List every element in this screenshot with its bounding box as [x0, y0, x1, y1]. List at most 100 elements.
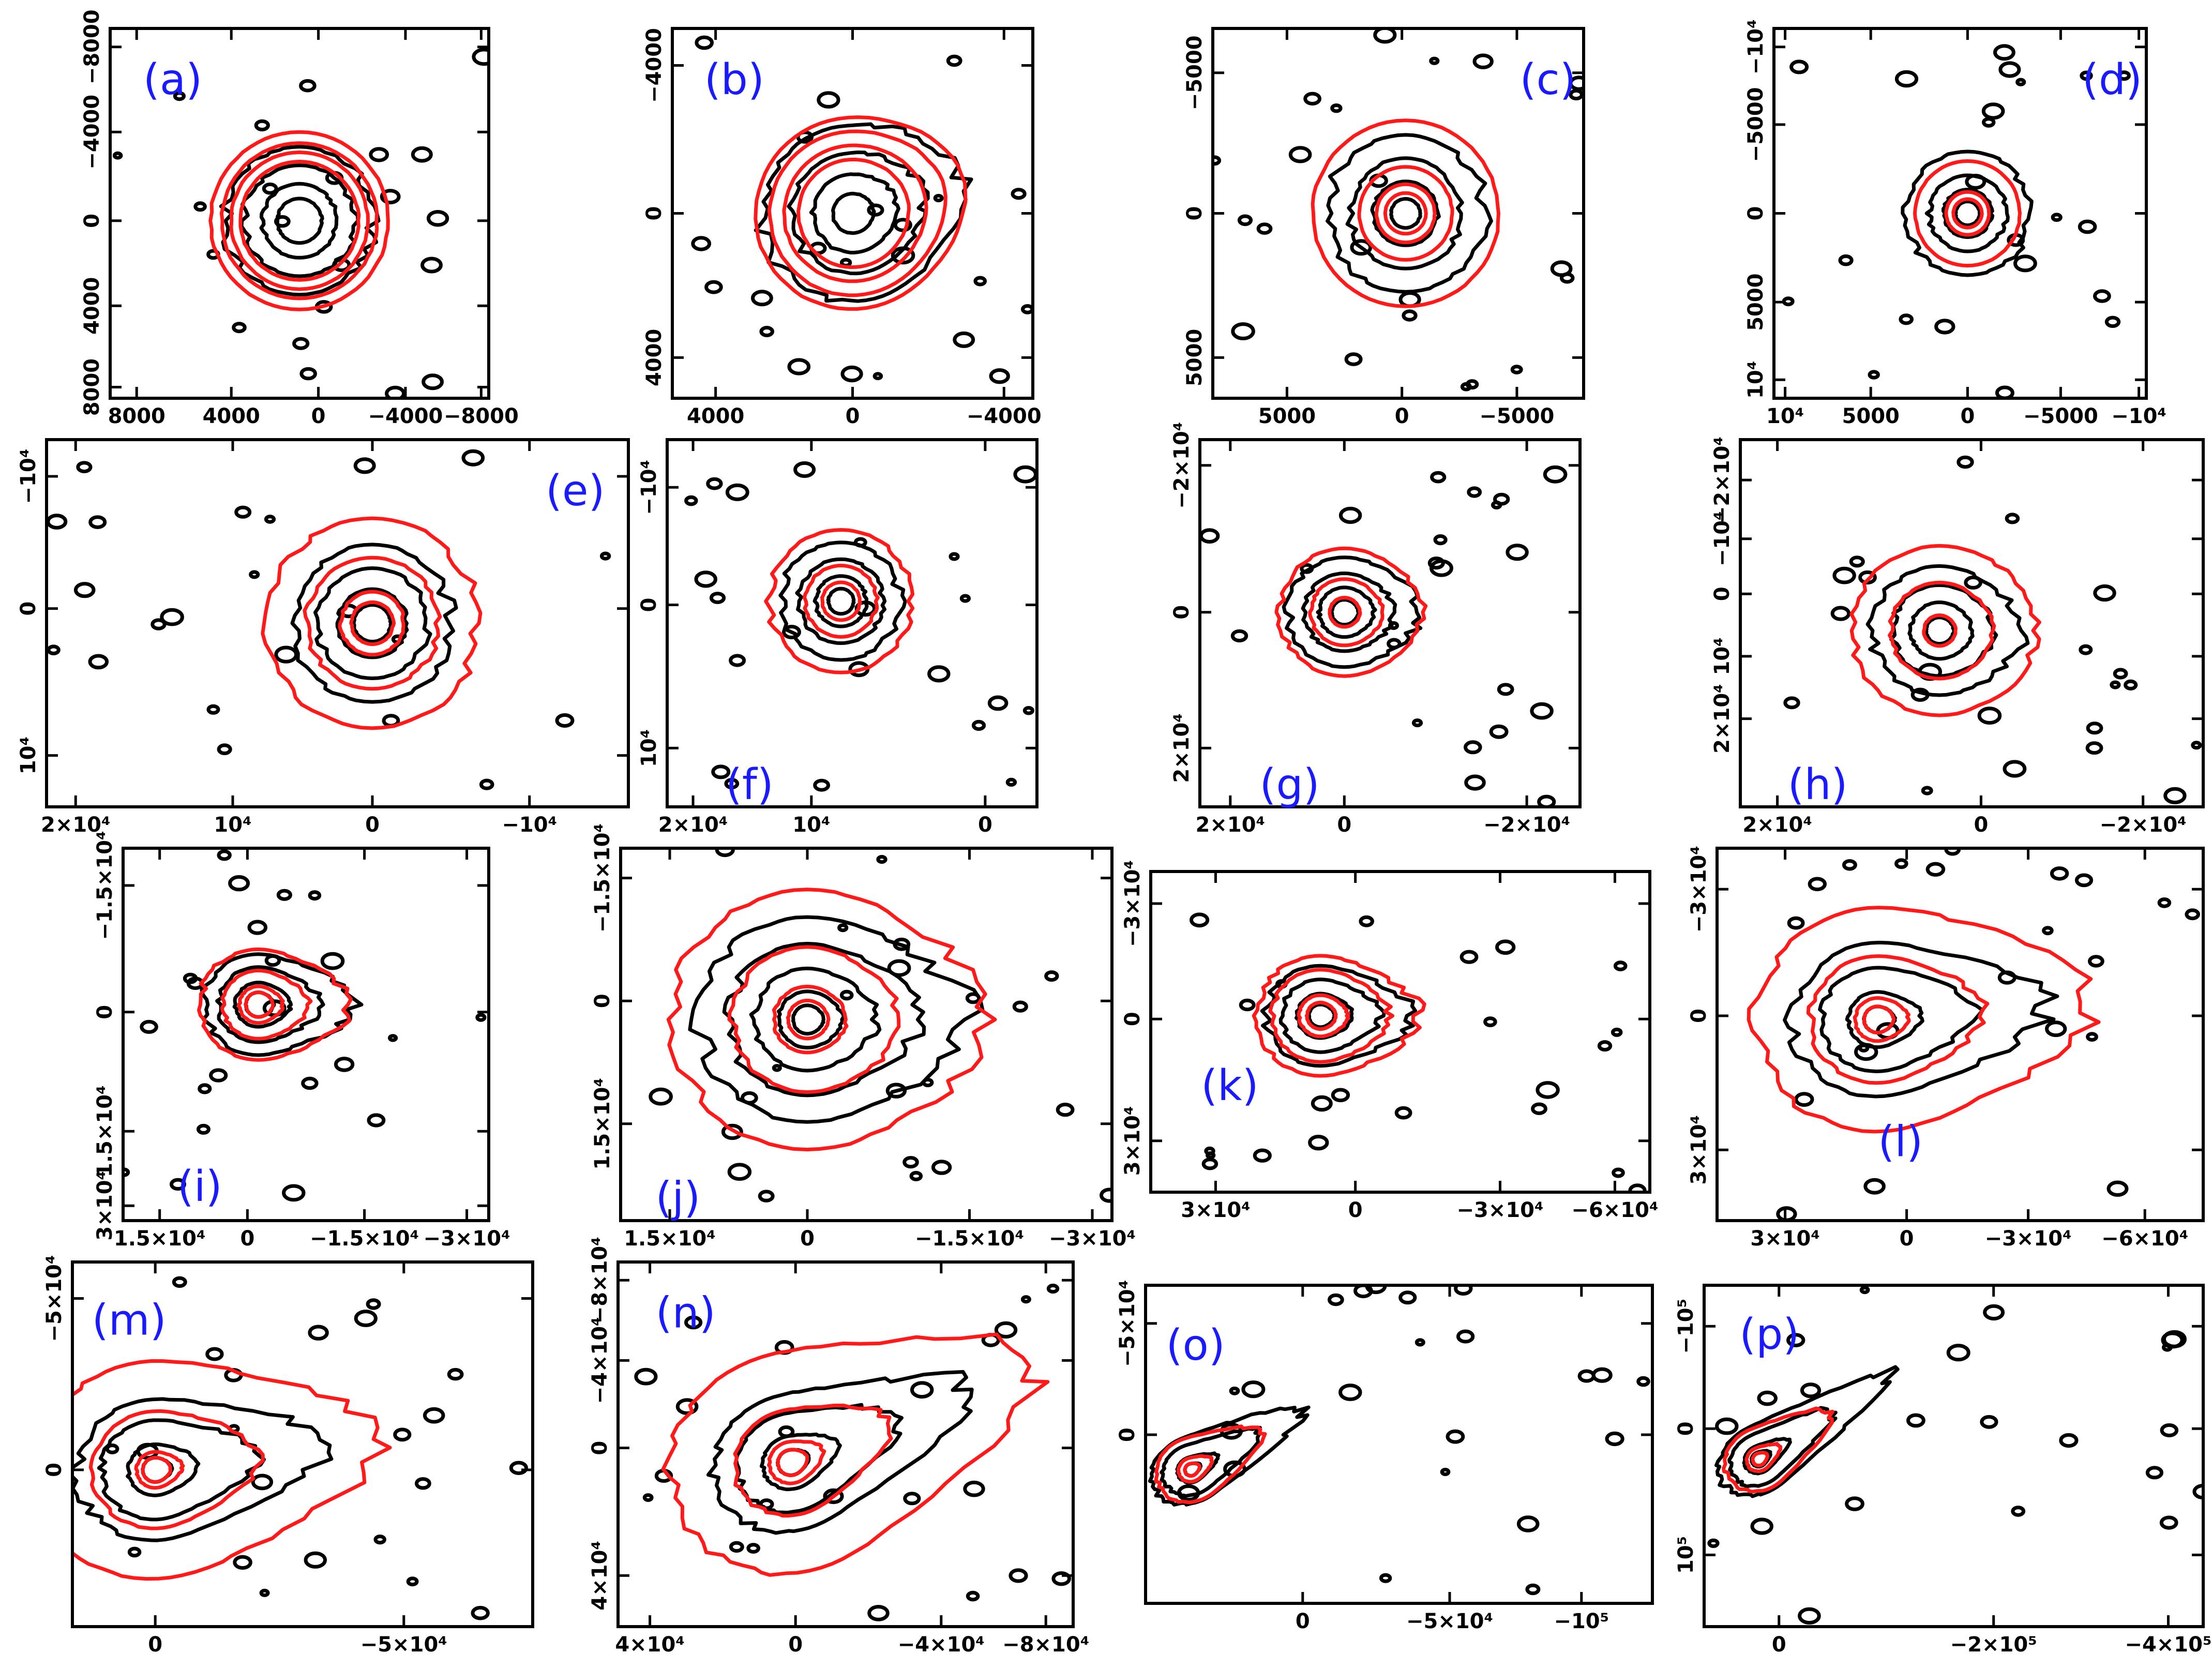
x-tick-label: −2×10⁵	[1950, 1633, 2037, 1657]
noise-contour	[1612, 1167, 1625, 1178]
noise-contour	[727, 1163, 752, 1181]
black-contour	[1329, 598, 1361, 627]
panel-label: (d)	[2082, 55, 2142, 104]
noise-contour	[1899, 313, 1914, 325]
y-tick-label: −10⁴	[17, 449, 40, 504]
noise-contour	[1415, 1338, 1425, 1347]
panel-label: (m)	[92, 1296, 167, 1345]
red-contour	[237, 984, 285, 1025]
noise-contour	[1613, 960, 1628, 971]
black-contour	[335, 587, 409, 659]
noise-contour	[989, 368, 1010, 384]
noise-contour	[393, 1427, 412, 1442]
panel-j: 1.5×10⁴ 0 −1.5×10⁴ −3×10⁴ −1.5×10⁴ 0 1.5×10⁴ (j…	[591, 823, 1136, 1251]
noise-contour	[249, 570, 260, 579]
noise-contour	[420, 257, 443, 274]
noise-contour	[2185, 908, 2201, 921]
panel-m: 0 −5×10⁴ −5×10⁴ 0 (m)	[42, 1255, 534, 1657]
noise-contour	[1373, 28, 1397, 44]
noise-contour	[1022, 706, 1035, 715]
x-tick-label: 0	[1960, 404, 1975, 428]
x-tick-label: −4000	[368, 404, 443, 428]
red-contour	[244, 990, 275, 1019]
noise-contour	[1798, 1607, 1821, 1625]
noise-contour	[793, 461, 816, 478]
noise-contour	[1288, 146, 1312, 163]
x-tick-label: 0	[1974, 813, 1988, 837]
noise-contour	[1858, 1043, 1870, 1053]
y-tick-label: 0	[1710, 587, 1734, 601]
noise-contour	[782, 625, 801, 639]
noise-contour	[423, 1407, 445, 1424]
red-contour	[208, 130, 390, 311]
noise-contour	[233, 1555, 252, 1570]
noise-contour	[1331, 1088, 1350, 1103]
y-tick-label: 0	[93, 1005, 117, 1019]
noise-contour	[1454, 1285, 1473, 1296]
red-contour	[767, 1439, 826, 1485]
noise-contour	[282, 1184, 306, 1202]
plot-frame	[45, 438, 630, 808]
noise-contour	[973, 276, 987, 287]
black-contour	[688, 915, 985, 1124]
y-tick-label: −1.5×10⁴	[591, 823, 614, 933]
black-contour	[754, 122, 973, 303]
noise-contour	[1338, 1384, 1362, 1401]
panel-k: 3×10⁴ 0 −3×10⁴ −6×10⁴ −3×10⁴ 0 3×10⁴ (k)	[1121, 860, 1658, 1222]
red-contour	[661, 1332, 1050, 1577]
panel-p: 0 −2×10⁵ −4×10⁵ −10⁵ 0 10⁵ (p)	[1674, 1284, 2211, 1657]
red-contour	[1383, 191, 1428, 236]
noise-contour	[909, 1170, 923, 1181]
red-contour	[1744, 1441, 1783, 1474]
red-contour	[1722, 1406, 1834, 1494]
x-tick-label: −2×10⁴	[1483, 813, 1570, 837]
noise-contour	[1464, 774, 1486, 791]
plot-frame	[109, 27, 490, 400]
noise-contour	[205, 1347, 224, 1361]
noise-contour	[1569, 76, 1584, 91]
red-contour	[666, 888, 997, 1152]
black-contour	[1282, 555, 1423, 669]
noise-contour	[385, 385, 406, 398]
black-contour	[1260, 964, 1418, 1068]
noise-contour	[1300, 563, 1314, 574]
noise-contour	[1636, 1376, 1650, 1387]
noise-contour	[1794, 1092, 1814, 1107]
noise-contour	[353, 457, 376, 474]
noise-contour	[475, 1013, 487, 1022]
noise-contour	[1239, 998, 1256, 1012]
noise-contour	[1398, 1290, 1417, 1305]
red-contour	[197, 947, 353, 1062]
black-contour	[1316, 585, 1377, 639]
noise-contour	[1808, 877, 1827, 892]
plot-area	[47, 449, 611, 790]
noise-contour	[2124, 679, 2138, 691]
black-contour	[1326, 133, 1493, 294]
x-tick-label: −10⁴	[2111, 404, 2166, 428]
noise-contour	[1787, 916, 1805, 930]
x-tick-label: −2×10⁴	[2100, 813, 2187, 837]
noise-contour	[725, 483, 749, 501]
red-contour	[219, 141, 379, 300]
noise-contour	[388, 1034, 398, 1042]
noise-contour	[1204, 1146, 1215, 1155]
noise-contour	[2160, 1423, 2179, 1437]
y-tick-label: 2×10⁴	[1710, 684, 1734, 754]
panel-l: 3×10⁴ 0 −3×10⁴ −6×10⁴ −3×10⁴ 0 3×10⁴ (l)	[1687, 846, 2205, 1251]
noise-contour	[1842, 859, 1857, 871]
noise-contour	[1977, 707, 2002, 725]
noise-contour	[1925, 862, 1946, 877]
black-contour	[232, 981, 293, 1029]
noise-contour	[2113, 668, 2128, 680]
red-contour	[1913, 159, 2022, 268]
red-contour	[1274, 546, 1428, 678]
noise-contour	[1543, 465, 1568, 484]
red-contour	[1849, 544, 2041, 717]
noise-contour	[2157, 897, 2172, 908]
plot-area	[1783, 455, 2202, 805]
noise-contour	[105, 1444, 119, 1454]
noise-contour	[2011, 1506, 2026, 1517]
noise-contour	[1965, 174, 1987, 190]
plot-frame	[1144, 1284, 1654, 1605]
